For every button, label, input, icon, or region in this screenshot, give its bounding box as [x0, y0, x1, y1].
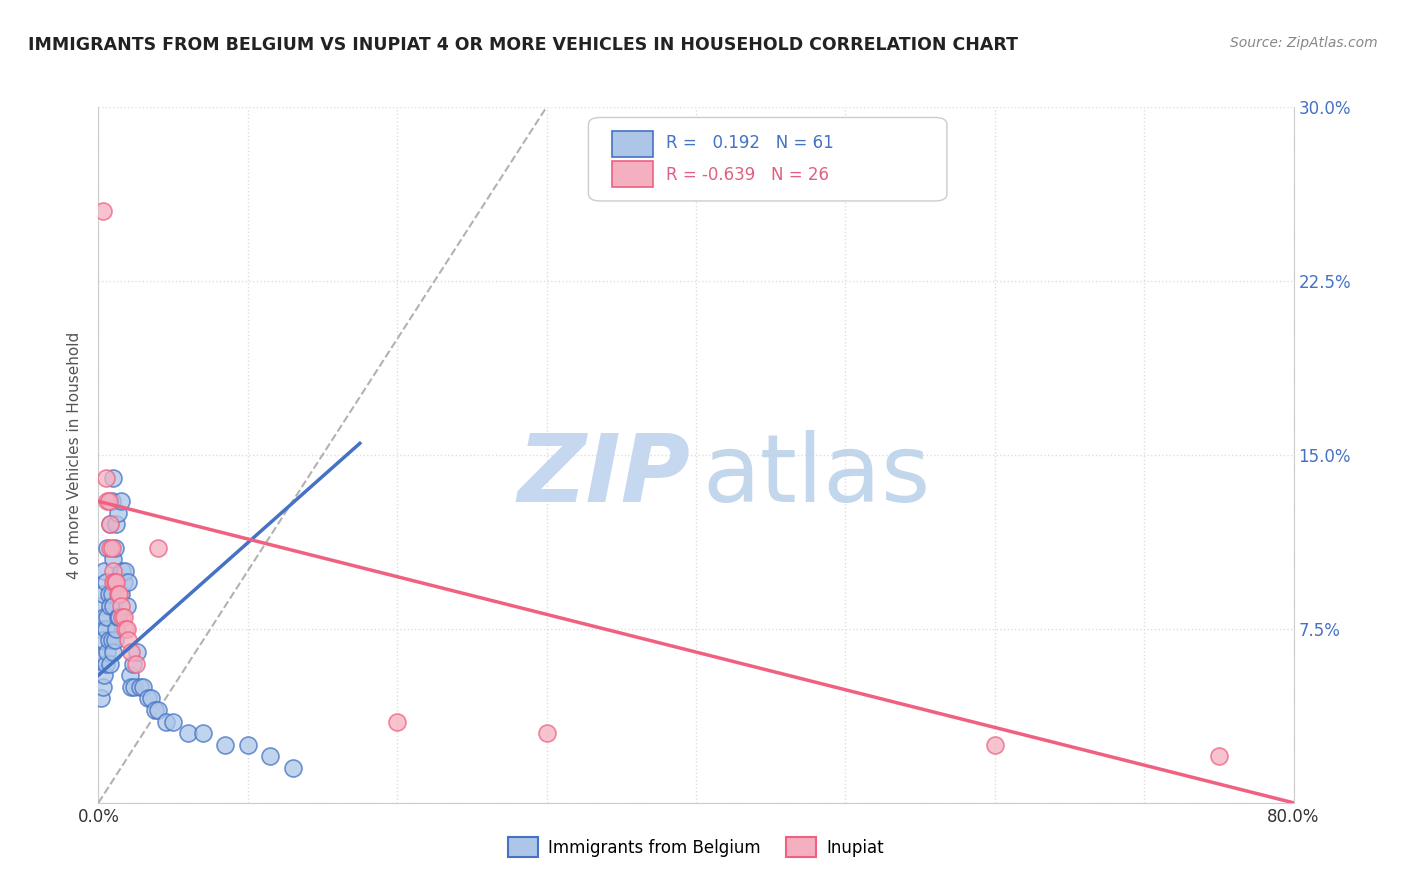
Point: [91, 587, 114, 601]
Point: [115, 622, 138, 636]
Point: [111, 610, 134, 624]
Point: [108, 587, 131, 601]
Text: atlas: atlas: [702, 430, 931, 522]
Point: [129, 680, 152, 694]
Point: [107, 610, 129, 624]
Point: [117, 575, 139, 590]
Point: [101, 541, 124, 555]
Point: [96, 494, 118, 508]
Point: [101, 633, 124, 648]
Point: [103, 471, 125, 485]
Point: [98, 657, 122, 671]
Point: [132, 680, 155, 694]
Point: [91, 680, 114, 694]
Point: [94, 471, 117, 485]
Point: [115, 599, 138, 613]
Point: [101, 587, 124, 601]
Point: [177, 726, 200, 740]
Point: [90, 691, 112, 706]
Point: [107, 506, 129, 520]
Point: [90, 622, 112, 636]
Text: ZIP: ZIP: [517, 430, 690, 522]
Point: [97, 494, 120, 508]
Point: [281, 761, 304, 775]
Point: [96, 541, 118, 555]
Point: [94, 575, 117, 590]
Point: [103, 645, 125, 659]
Point: [89, 649, 111, 664]
Point: [236, 738, 259, 752]
FancyBboxPatch shape: [613, 161, 652, 187]
Point: [108, 610, 131, 624]
Point: [96, 610, 118, 624]
Point: [148, 703, 170, 717]
Point: [93, 668, 115, 682]
Point: [1208, 749, 1230, 764]
Point: [105, 622, 128, 636]
Point: [91, 633, 114, 648]
Point: [984, 738, 1007, 752]
Point: [136, 691, 159, 706]
Point: [214, 738, 236, 752]
Point: [385, 714, 409, 729]
Point: [110, 494, 132, 508]
Text: IMMIGRANTS FROM BELGIUM VS INUPIAT 4 OR MORE VEHICLES IN HOUSEHOLD CORRELATION C: IMMIGRANTS FROM BELGIUM VS INUPIAT 4 OR …: [28, 36, 1018, 54]
FancyBboxPatch shape: [589, 118, 948, 201]
Point: [93, 610, 115, 624]
Point: [103, 575, 125, 590]
Point: [96, 645, 118, 659]
Point: [94, 657, 117, 671]
Point: [120, 680, 142, 694]
Point: [98, 517, 122, 532]
Point: [259, 749, 281, 764]
Point: [103, 564, 125, 578]
Text: R =   0.192   N = 61: R = 0.192 N = 61: [666, 134, 834, 153]
Point: [104, 541, 127, 555]
Text: R = -0.639   N = 26: R = -0.639 N = 26: [666, 166, 830, 184]
Point: [162, 714, 184, 729]
Point: [110, 599, 132, 613]
Point: [110, 587, 132, 601]
Y-axis label: 4 or more Vehicles in Household: 4 or more Vehicles in Household: [67, 331, 83, 579]
Point: [91, 204, 114, 219]
Point: [112, 610, 135, 624]
Point: [148, 541, 170, 555]
Point: [104, 575, 127, 590]
Point: [121, 657, 143, 671]
Point: [98, 599, 122, 613]
Point: [155, 714, 177, 729]
Point: [125, 657, 148, 671]
Point: [111, 564, 134, 578]
Point: [103, 599, 125, 613]
Point: [98, 541, 122, 555]
Point: [139, 691, 162, 706]
Point: [191, 726, 214, 740]
Point: [536, 726, 558, 740]
Point: [97, 587, 120, 601]
Point: [120, 645, 142, 659]
Point: [103, 552, 125, 566]
Text: Source: ZipAtlas.com: Source: ZipAtlas.com: [1230, 36, 1378, 50]
Point: [101, 494, 124, 508]
Point: [94, 622, 117, 636]
Legend: Immigrants from Belgium, Inupiat: Immigrants from Belgium, Inupiat: [502, 830, 890, 864]
Point: [104, 633, 127, 648]
Point: [105, 575, 128, 590]
Point: [118, 668, 141, 682]
Point: [107, 587, 129, 601]
Point: [93, 564, 115, 578]
Point: [114, 622, 136, 636]
Point: [114, 564, 136, 578]
Point: [97, 633, 120, 648]
Point: [117, 633, 139, 648]
Point: [98, 517, 122, 532]
FancyBboxPatch shape: [613, 131, 652, 157]
Point: [124, 680, 146, 694]
Point: [90, 599, 112, 613]
Point: [112, 575, 135, 590]
Point: [127, 645, 149, 659]
Point: [143, 703, 166, 717]
Point: [105, 517, 128, 532]
